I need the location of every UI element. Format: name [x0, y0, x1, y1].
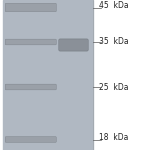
Text: 35  kDa: 35 kDa	[99, 38, 129, 46]
FancyBboxPatch shape	[59, 39, 88, 51]
FancyBboxPatch shape	[5, 137, 56, 142]
Text: 25  kDa: 25 kDa	[99, 82, 129, 91]
Bar	[3, 0, 93, 150]
Text: 45  kDa: 45 kDa	[99, 2, 129, 10]
FancyBboxPatch shape	[5, 3, 56, 12]
FancyBboxPatch shape	[5, 84, 56, 90]
Text: 18  kDa: 18 kDa	[99, 134, 128, 142]
FancyBboxPatch shape	[5, 39, 56, 45]
